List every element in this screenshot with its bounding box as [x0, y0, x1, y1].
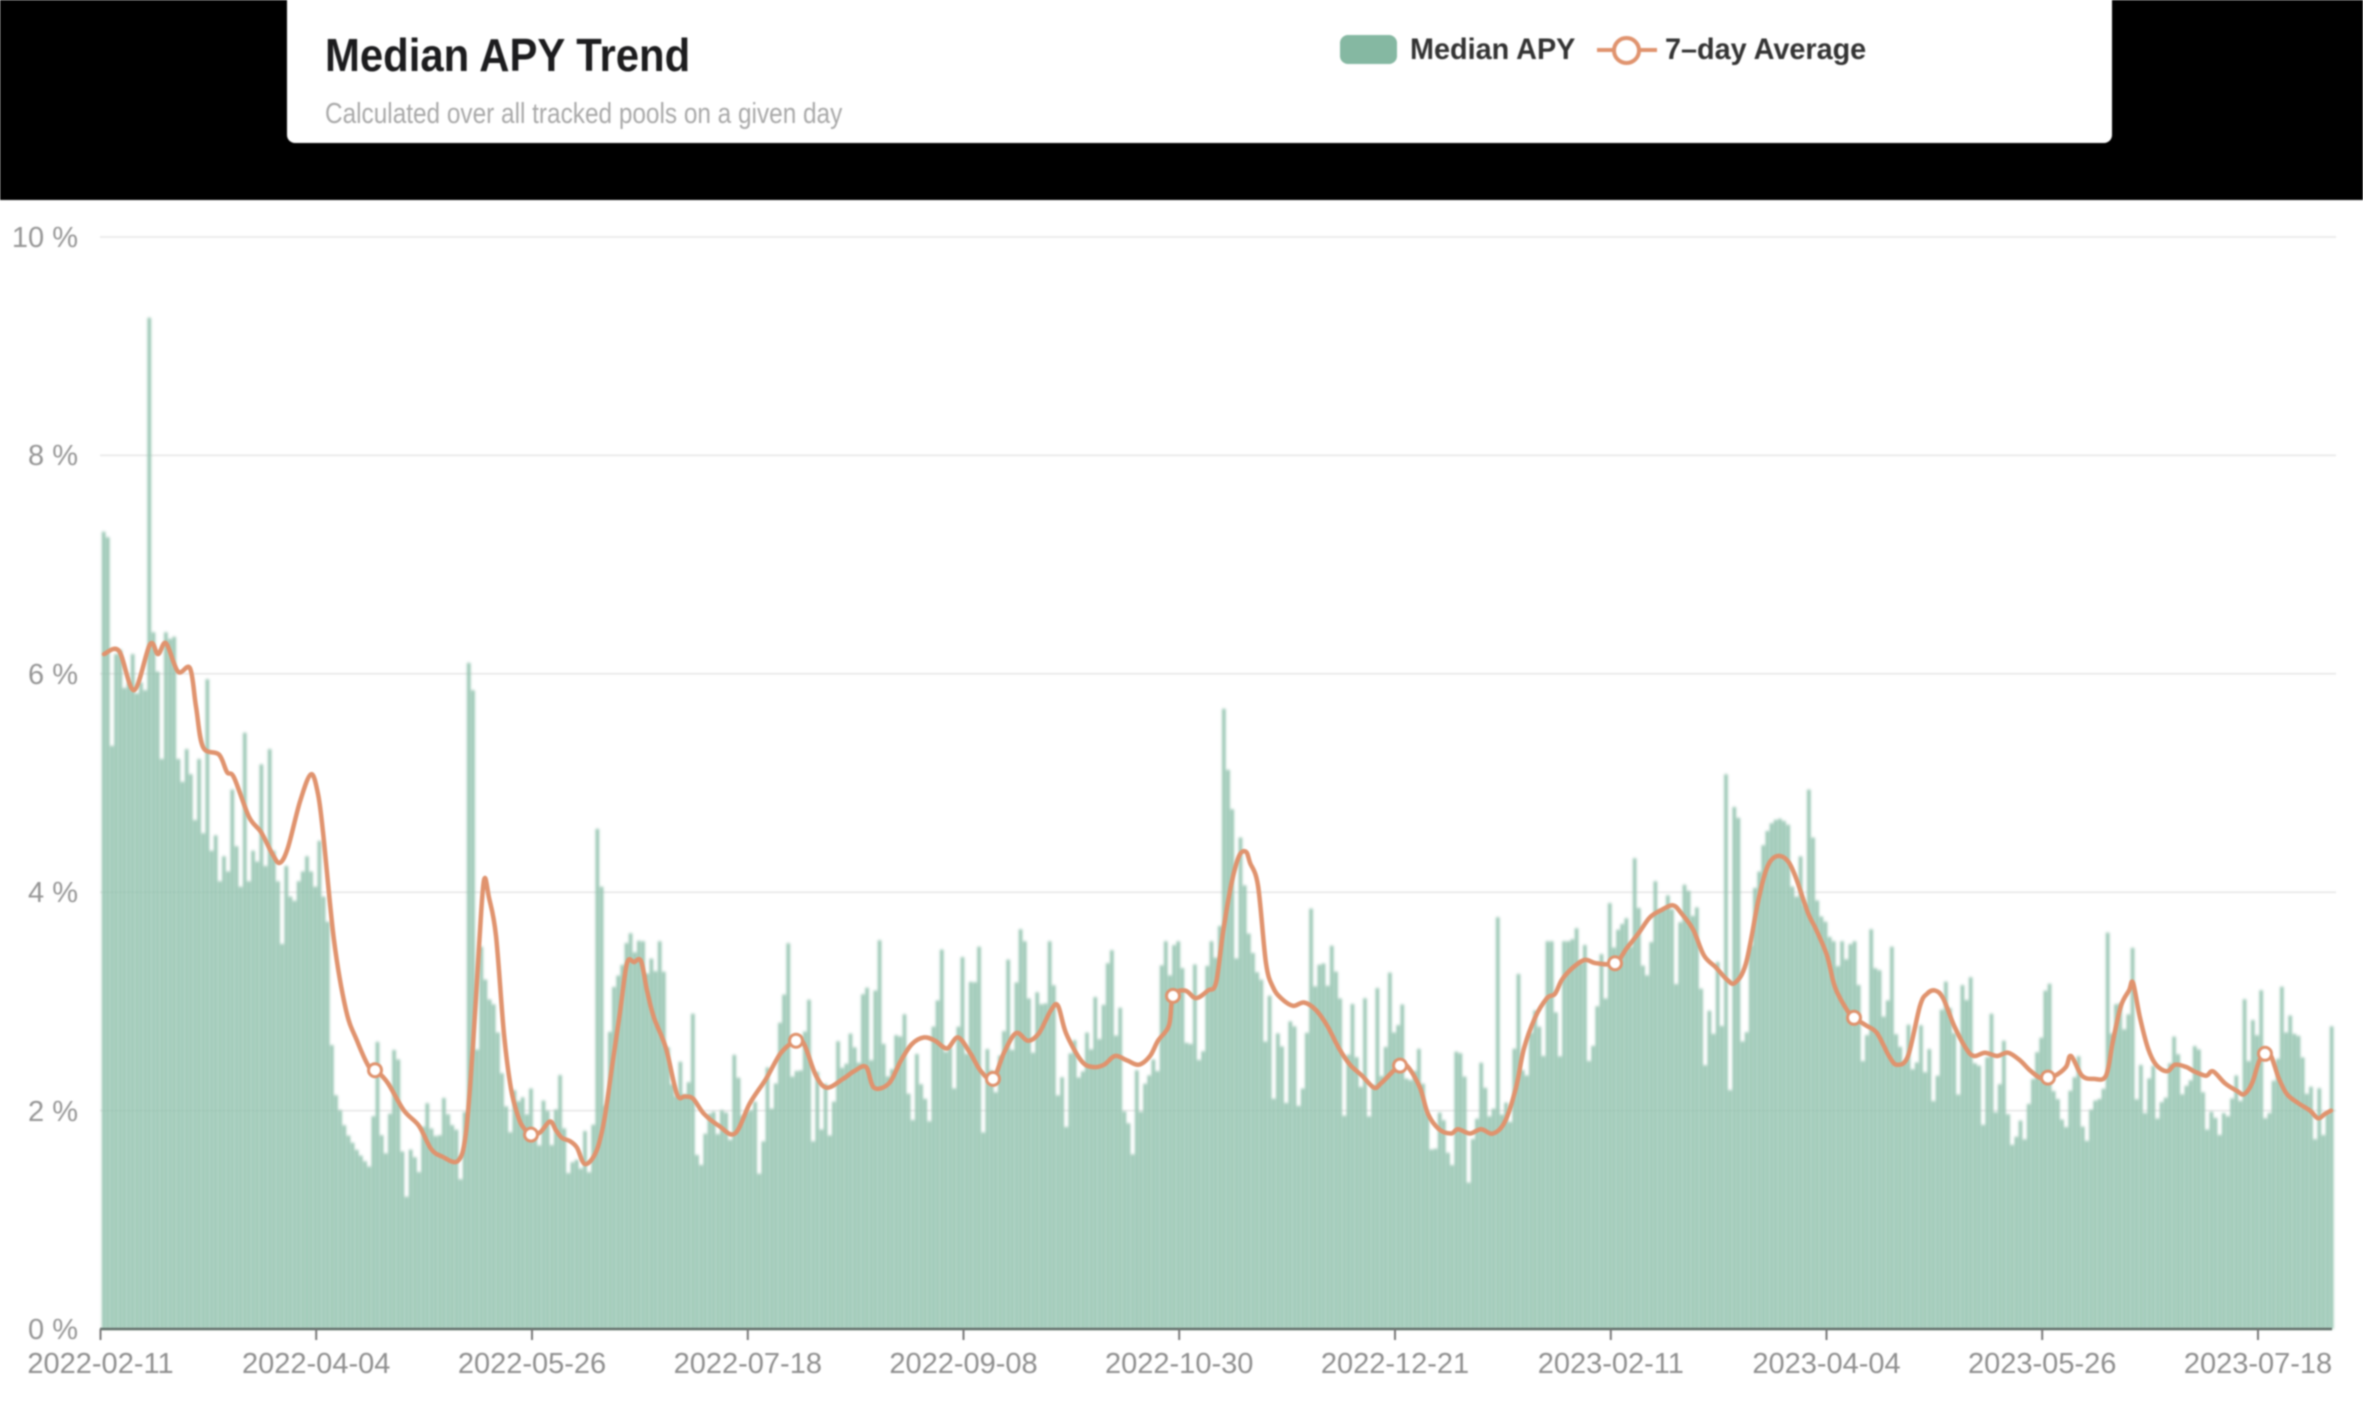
svg-text:6 %: 6 %	[28, 659, 78, 691]
svg-text:2022-07-18: 2022-07-18	[674, 1348, 822, 1380]
svg-text:2023-05-26: 2023-05-26	[1968, 1348, 2116, 1380]
svg-text:4 %: 4 %	[28, 877, 78, 909]
svg-text:10 %: 10 %	[12, 222, 78, 254]
svg-text:2023-04-04: 2023-04-04	[1752, 1348, 1900, 1380]
svg-text:2023-07-18: 2023-07-18	[2184, 1348, 2332, 1380]
svg-text:2022-02-11: 2022-02-11	[27, 1348, 173, 1380]
svg-text:2 %: 2 %	[28, 1096, 78, 1128]
svg-text:0 %: 0 %	[28, 1314, 78, 1346]
svg-text:2022-09-08: 2022-09-08	[889, 1348, 1037, 1380]
svg-text:2022-10-30: 2022-10-30	[1105, 1348, 1253, 1380]
svg-text:2022-04-04: 2022-04-04	[242, 1348, 390, 1380]
svg-text:2022-05-26: 2022-05-26	[458, 1348, 606, 1380]
svg-text:2023-02-11: 2023-02-11	[1538, 1348, 1684, 1380]
svg-text:2022-12-21: 2022-12-21	[1321, 1348, 1469, 1380]
svg-text:8 %: 8 %	[28, 440, 78, 472]
